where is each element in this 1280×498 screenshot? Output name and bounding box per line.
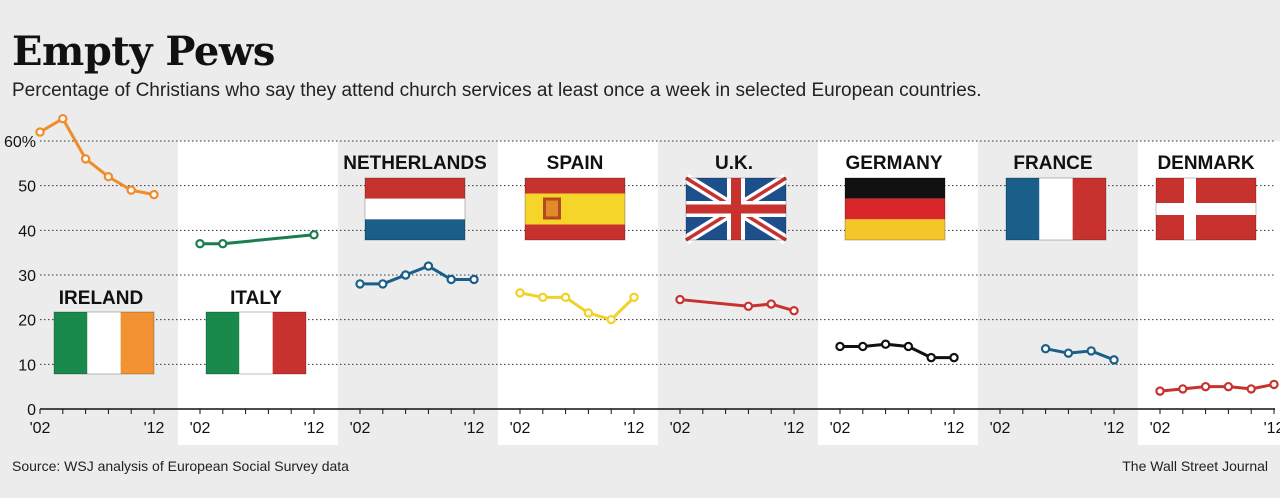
y-tick-label: 30 [18, 268, 36, 285]
x-tick-label: '02 [190, 420, 211, 437]
data-point [629, 292, 639, 303]
y-tick-label: 20 [18, 313, 36, 330]
data-point [858, 341, 868, 352]
data-point [103, 172, 114, 182]
data-point [378, 279, 388, 289]
data-point [743, 301, 754, 311]
panel-label: FRANCE [1013, 153, 1092, 174]
panel-label: ITALY [230, 288, 282, 309]
chart-title: Empty Pews [12, 28, 275, 75]
data-point [583, 308, 594, 318]
publisher-credit: The Wall Street Journal [1122, 458, 1268, 474]
data-point [309, 230, 319, 240]
uk-flag-icon [683, 173, 789, 245]
x-tick-label: '12 [1264, 420, 1280, 437]
panel-label: U.K. [715, 153, 753, 174]
data-point [949, 352, 959, 363]
data-point [606, 314, 616, 325]
data-point [1109, 355, 1119, 365]
data-point [446, 274, 456, 285]
x-tick-label: '02 [350, 420, 371, 437]
y-tick-label: 0 [27, 402, 36, 419]
series-line [39, 117, 155, 197]
x-tick-label: '12 [944, 420, 965, 437]
data-point [1223, 381, 1234, 392]
data-point [1063, 348, 1074, 358]
chart-subtitle: Percentage of Christians who say they at… [12, 80, 982, 101]
x-tick-label: '12 [144, 420, 165, 437]
data-point [560, 292, 571, 303]
data-point [149, 189, 159, 200]
data-point [218, 239, 228, 249]
data-point [675, 294, 685, 305]
x-tick-label: '12 [304, 420, 325, 437]
y-tick-label: 60% [4, 134, 36, 151]
italy-flag-icon [205, 311, 307, 375]
y-tick-label: 10 [18, 357, 36, 374]
y-tick-label: 40 [18, 223, 36, 240]
data-point [1086, 346, 1096, 356]
data-point [1178, 384, 1188, 394]
x-tick-label: '02 [1150, 420, 1171, 437]
data-point [1200, 381, 1211, 392]
data-point [903, 341, 914, 352]
data-point [766, 299, 776, 309]
panel-label: IRELAND [59, 288, 143, 309]
germany-flag-icon [844, 177, 946, 241]
data-point [1040, 344, 1051, 354]
ireland-flag-icon [53, 311, 155, 375]
x-tick-label: '12 [1104, 420, 1125, 437]
data-point [58, 113, 68, 124]
panel-label: NETHERLANDS [343, 153, 487, 174]
data-point [423, 261, 434, 271]
data-point [469, 274, 479, 285]
x-tick-label: '02 [30, 420, 51, 437]
x-tick-label: '12 [624, 420, 645, 437]
x-tick-label: '02 [670, 420, 691, 437]
data-point [515, 288, 525, 298]
data-point [195, 239, 205, 249]
x-tick-label: '02 [990, 420, 1011, 437]
data-point [1269, 379, 1279, 390]
panel-label: GERMANY [845, 153, 942, 174]
data-point [880, 339, 891, 349]
series-line [1045, 347, 1115, 362]
data-point [926, 352, 936, 363]
x-tick-label: '12 [784, 420, 805, 437]
data-point [835, 341, 845, 352]
source-note: Source: WSJ analysis of European Social … [12, 458, 349, 474]
data-point [35, 127, 45, 137]
x-tick-label: '02 [830, 420, 851, 437]
data-point [355, 279, 365, 289]
data-point [789, 306, 799, 316]
spain-flag-icon [524, 177, 626, 241]
netherlands-flag-icon [364, 177, 466, 241]
y-tick-label: 50 [18, 179, 36, 196]
data-point [400, 270, 411, 280]
x-tick-label: '12 [464, 420, 485, 437]
france-flag-icon [1005, 177, 1107, 241]
data-point [80, 154, 91, 164]
data-point [538, 292, 548, 303]
denmark-flag-icon [1155, 177, 1257, 241]
data-point [126, 185, 136, 195]
data-point [1155, 386, 1165, 396]
panel-label: SPAIN [547, 153, 604, 174]
data-point [1246, 384, 1256, 394]
panel-label: DENMARK [1157, 153, 1254, 174]
panel-background [178, 141, 338, 445]
x-tick-label: '02 [510, 420, 531, 437]
series-line [679, 298, 795, 313]
